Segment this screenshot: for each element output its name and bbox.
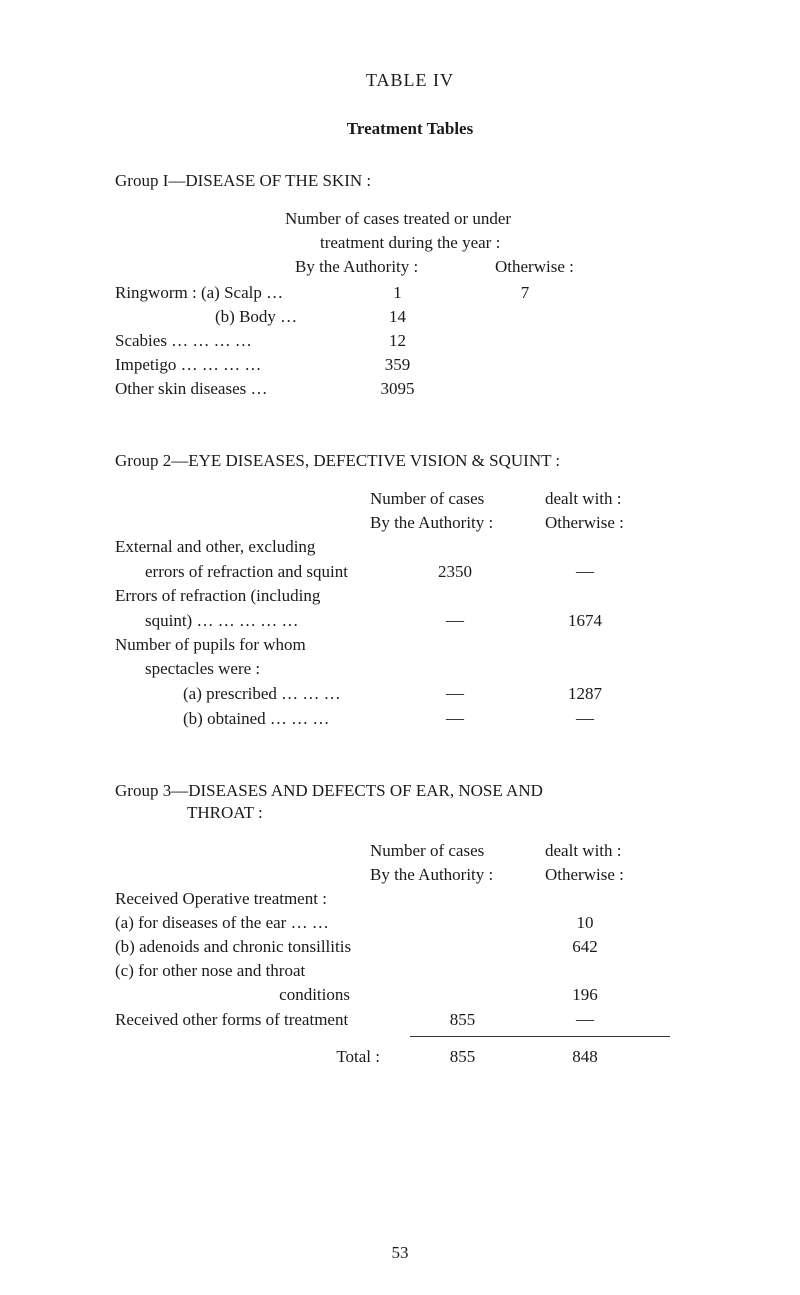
table-row: Received other forms of treatment 855 — xyxy=(115,1009,705,1030)
row-label: Ringworm : (a) Scalp … xyxy=(115,283,330,303)
spacer xyxy=(115,841,370,861)
group2-col-header1: By the Authority : xyxy=(370,513,545,533)
row-label: (b) Body … xyxy=(115,307,330,327)
row-val2: 10 xyxy=(515,913,655,933)
table-row: Other skin diseases … 3095 xyxy=(115,379,705,399)
table-row: Ringworm : (a) Scalp … 1 7 xyxy=(115,283,705,303)
group2-intro1: Number of cases xyxy=(370,489,545,509)
group3-title-line2: THROAT : xyxy=(115,803,705,823)
table-row: (a) for diseases of the ear … … 10 xyxy=(115,913,705,933)
row-val1: 14 xyxy=(330,307,465,327)
group3-intro1: Number of cases xyxy=(370,841,545,861)
row-label: (b) adenoids and chronic tonsillitis xyxy=(115,937,410,957)
row-val2: 7 xyxy=(465,283,585,303)
table-row: (a) prescribed … … … — 1287 xyxy=(115,683,705,704)
row-label: Errors of refraction (including xyxy=(115,586,395,606)
row-val2: 196 xyxy=(515,985,655,1005)
row-label: squint) … … … … … xyxy=(115,611,395,631)
table-row: (b) adenoids and chronic tonsillitis 642 xyxy=(115,937,705,957)
row-label: Number of pupils for whom xyxy=(115,635,395,655)
group3-title-line1: Group 3—DISEASES AND DEFECTS OF EAR, NOS… xyxy=(115,781,705,801)
row-val1: 855 xyxy=(410,1010,515,1030)
group3-intro: Number of cases dealt with : xyxy=(115,841,705,861)
row-label: Received other forms of treatment xyxy=(115,1010,410,1030)
page-number: 53 xyxy=(392,1243,409,1263)
row-label: conditions xyxy=(115,985,410,1005)
table-row: External and other, excluding xyxy=(115,537,705,557)
table-row: Received Operative treatment : xyxy=(115,889,705,909)
row-label: (a) prescribed … … … xyxy=(115,684,395,704)
total-val2: 848 xyxy=(515,1047,655,1067)
row-label: External and other, excluding xyxy=(115,537,395,557)
row-val1: 359 xyxy=(330,355,465,375)
group3-col-header1: By the Authority : xyxy=(370,865,545,885)
total-val1: 855 xyxy=(410,1047,515,1067)
group1-intro-line1: Number of cases treated or under xyxy=(285,209,705,229)
row-val2: 1674 xyxy=(515,611,655,631)
group1-title: Group I—DISEASE OF THE SKIN : xyxy=(115,171,705,191)
group3-col-headers: By the Authority : Otherwise : xyxy=(115,865,705,885)
table-row: (c) for other nose and throat xyxy=(115,961,705,981)
row-label: Impetigo … … … … xyxy=(115,355,330,375)
table-heading: TABLE IV xyxy=(115,70,705,91)
row-label: (c) for other nose and throat xyxy=(115,961,410,981)
row-val1: — xyxy=(395,708,515,729)
row-val2: 1287 xyxy=(515,684,655,704)
group3-col-header2: Otherwise : xyxy=(545,865,624,885)
divider-line xyxy=(410,1036,670,1037)
row-label: spectacles were : xyxy=(115,659,395,679)
row-val2: — xyxy=(515,1009,655,1030)
row-val2: 642 xyxy=(515,937,655,957)
table-row: errors of refraction and squint 2350 — xyxy=(115,561,705,582)
group1-col-headers: By the Authority : Otherwise : xyxy=(115,257,705,277)
table-row: conditions 196 xyxy=(115,985,705,1005)
total-label: Total : xyxy=(115,1047,410,1067)
row-label: Received Operative treatment : xyxy=(115,889,410,909)
spacer xyxy=(115,865,370,885)
row-label: (b) obtained … … … xyxy=(115,709,395,729)
spacer xyxy=(115,257,295,277)
row-label: Other skin diseases … xyxy=(115,379,330,399)
row-label: Scabies … … … … xyxy=(115,331,330,351)
subtitle: Treatment Tables xyxy=(115,119,705,139)
group2-col-headers: By the Authority : Otherwise : xyxy=(115,513,705,533)
spacer xyxy=(115,489,370,509)
group1-col-header1: By the Authority : xyxy=(295,257,495,277)
row-val2: — xyxy=(515,708,655,729)
row-val1: 12 xyxy=(330,331,465,351)
table-row: Errors of refraction (including xyxy=(115,586,705,606)
group1-intro-line2: treatment during the year : xyxy=(320,233,705,253)
row-val1: — xyxy=(395,610,515,631)
total-row: Total : 855 848 xyxy=(115,1047,705,1067)
group2-intro: Number of cases dealt with : xyxy=(115,489,705,509)
group2-col-header2: Otherwise : xyxy=(545,513,624,533)
group1-col-header2: Otherwise : xyxy=(495,257,705,277)
table-row: Scabies … … … … 12 xyxy=(115,331,705,351)
table-row: (b) Body … 14 xyxy=(115,307,705,327)
row-label: errors of refraction and squint xyxy=(115,562,395,582)
group3-intro2: dealt with : xyxy=(545,841,621,861)
table-row: squint) … … … … … — 1674 xyxy=(115,610,705,631)
spacer xyxy=(115,513,370,533)
row-val1: 2350 xyxy=(395,562,515,582)
row-val1: 3095 xyxy=(330,379,465,399)
row-label: (a) for diseases of the ear … … xyxy=(115,913,410,933)
group2-title: Group 2—EYE DISEASES, DEFECTIVE VISION &… xyxy=(115,451,705,471)
table-row: Impetigo … … … … 359 xyxy=(115,355,705,375)
row-val2: — xyxy=(515,561,655,582)
table-row: (b) obtained … … … — — xyxy=(115,708,705,729)
table-row: spectacles were : xyxy=(115,659,705,679)
group2-intro2: dealt with : xyxy=(545,489,621,509)
row-val1: — xyxy=(395,683,515,704)
table-row: Number of pupils for whom xyxy=(115,635,705,655)
row-val1: 1 xyxy=(330,283,465,303)
